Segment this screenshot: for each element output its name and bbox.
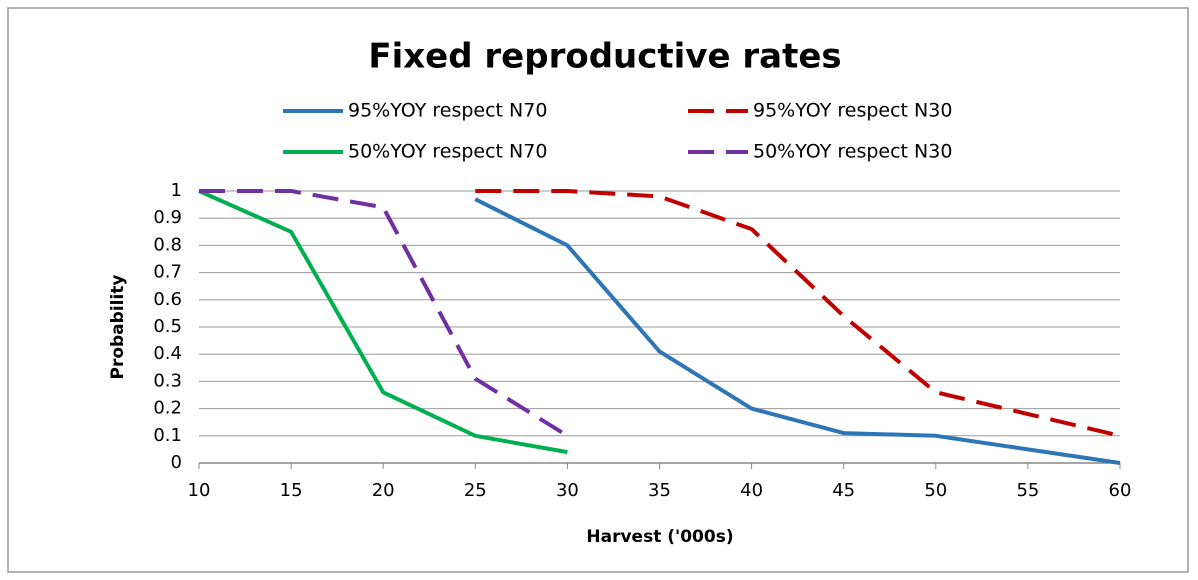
y-tick-label: 0.9 xyxy=(153,207,182,228)
legend-label: 95%YOY respect N30 xyxy=(753,100,952,122)
y-tick-label: 0.6 xyxy=(153,289,182,310)
x-tick-label: 50 xyxy=(924,480,947,501)
x-tick-label: 10 xyxy=(188,480,211,501)
x-tick-label: 55 xyxy=(1016,480,1039,501)
y-axis-title: Probability xyxy=(108,274,128,379)
x-axis-title: Harvest ('000s) xyxy=(586,527,733,547)
legend-label: 50%YOY respect N70 xyxy=(348,141,547,163)
series-line xyxy=(474,197,1121,465)
x-tick-label: 45 xyxy=(832,480,855,501)
x-tick-label: 15 xyxy=(280,480,303,501)
x-tick-label: 20 xyxy=(372,480,395,501)
x-tick-label: 40 xyxy=(740,480,763,501)
series-line xyxy=(475,189,1121,438)
y-tick-label: 0.5 xyxy=(153,316,182,337)
x-tick-label: 30 xyxy=(556,480,579,501)
y-tick-label: 0.2 xyxy=(153,398,182,419)
y-tick-label: 0.7 xyxy=(153,262,182,283)
legend-label: 50%YOY respect N30 xyxy=(753,141,952,163)
x-tick-label: 25 xyxy=(464,480,487,501)
x-tick-label: 60 xyxy=(1109,480,1132,501)
series-line xyxy=(198,189,568,455)
y-tick-label: 0.1 xyxy=(153,425,182,446)
y-tick-label: 0 xyxy=(171,452,182,473)
series-line xyxy=(199,189,569,438)
legend-label: 95%YOY respect N70 xyxy=(348,100,547,122)
chart-frame xyxy=(7,7,1189,573)
y-tick-label: 0.8 xyxy=(153,234,182,255)
x-tick-label: 35 xyxy=(648,480,671,501)
y-tick-label: 1 xyxy=(171,180,182,201)
y-tick-label: 0.3 xyxy=(153,370,182,391)
y-tick-label: 0.4 xyxy=(153,343,182,364)
chart-title: Fixed reproductive rates xyxy=(368,37,841,77)
